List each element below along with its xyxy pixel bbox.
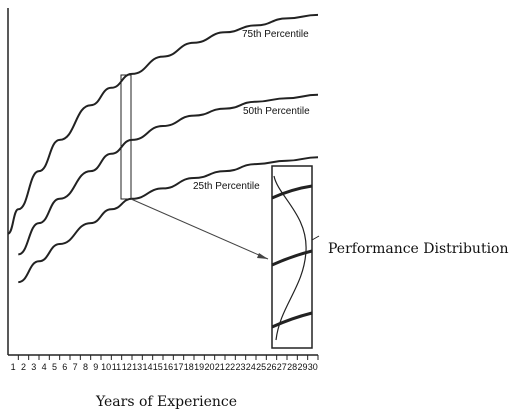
x-tick-label: 5 [52, 362, 57, 372]
x-tick-label: 4 [42, 362, 47, 372]
curve-50th-percentile [17, 93, 319, 256]
x-tick-label: 7 [73, 362, 78, 372]
x-tick-label: 9 [93, 362, 98, 372]
curve-75th-percentile [7, 13, 319, 235]
x-tick-label: 8 [83, 362, 88, 372]
x-tick-label: 28 [287, 362, 297, 372]
inset-curve-25 [271, 311, 313, 329]
x-tick-label: 22 [225, 362, 235, 372]
x-tick-label: 30 [308, 362, 318, 372]
x-tick-label: 26 [266, 362, 276, 372]
x-tick-labels: 1 2 3 4 5 6 7 8 9 10 11 12 13 14 15 16 17 18 19 20 21 22 23 24 2… [11, 362, 318, 372]
x-tick-label: 20 [204, 362, 214, 372]
x-tick-label: 10 [101, 362, 111, 372]
series-label: 50th Percentile [243, 106, 310, 117]
curve-25th-percentile [18, 156, 319, 284]
x-tick-label: 11 [112, 362, 121, 372]
x-tick-label: 29 [297, 362, 307, 372]
inset-distribution [271, 165, 320, 349]
inset-pointer [311, 235, 320, 241]
x-axis-label: Years of Experience [95, 394, 237, 410]
arrow-head [257, 253, 268, 259]
x-ticks [17, 355, 319, 360]
x-tick-label: 23 [235, 362, 245, 372]
x-tick-label: 1 [11, 362, 16, 372]
x-tick-label: 25 [256, 362, 266, 372]
x-tick-label: 21 [215, 362, 225, 372]
x-tick-label: 12 [122, 362, 132, 372]
percentile-labels: 75th Percentile 50th Percentile 25th Perce… [193, 29, 310, 192]
inset-curve-75 [271, 184, 313, 200]
x-tick-label: 17 [173, 362, 183, 372]
series-label: 75th Percentile [242, 29, 309, 40]
x-tick-label: 24 [246, 362, 256, 372]
arrow-line [130, 198, 269, 260]
x-tick-label: 27 [277, 362, 287, 372]
x-tick-label: 19 [194, 362, 204, 372]
percentile-curves [7, 13, 319, 284]
x-tick-label: 2 [21, 362, 26, 372]
series-label: 25th Percentile [193, 181, 260, 192]
x-tick-label: 18 [184, 362, 194, 372]
distribution-bell-curve [273, 175, 307, 341]
x-tick-label: 14 [142, 362, 152, 372]
x-tick-label: 13 [132, 362, 142, 372]
inset-curve-50 [271, 249, 313, 267]
x-tick-label: 15 [153, 362, 163, 372]
x-tick-label: 3 [31, 362, 36, 372]
x-tick-label: 6 [62, 362, 67, 372]
inset-box [271, 165, 313, 349]
x-tick-label: 16 [163, 362, 173, 372]
highlight-box [120, 74, 132, 200]
inset-label: Performance Distribution [328, 241, 509, 257]
